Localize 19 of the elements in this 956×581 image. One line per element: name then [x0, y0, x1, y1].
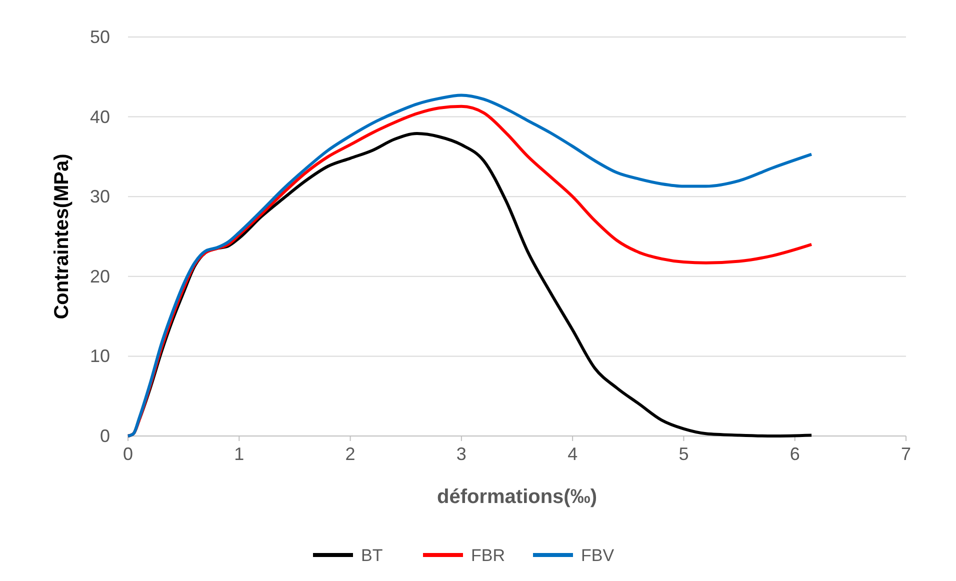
y-tick-label: 30 [90, 186, 110, 207]
x-tick-label: 1 [234, 444, 244, 464]
y-tick-label: 20 [90, 266, 110, 286]
x-tick-label: 6 [790, 444, 800, 464]
y-tick-label: 0 [100, 426, 110, 446]
x-tick-label: 5 [678, 444, 689, 464]
x-tick-label: 3 [456, 444, 466, 464]
legend-label: FBV [581, 546, 615, 565]
x-tick-label: 7 [900, 444, 912, 464]
y-axis-title: Contraintes(MPa) [51, 154, 73, 320]
y-tick-label: 10 [90, 346, 110, 366]
y-tick-label: 40 [90, 106, 110, 127]
y-tick-label: 50 [90, 27, 110, 47]
legend-label: BT [361, 546, 383, 565]
x-tick-label: 2 [345, 444, 356, 464]
x-tick-label: 0 [122, 444, 134, 464]
x-tick-label: 4 [568, 444, 578, 464]
legend-label: FBR [471, 546, 505, 565]
x-axis-title: déformations(‰) [437, 486, 597, 508]
